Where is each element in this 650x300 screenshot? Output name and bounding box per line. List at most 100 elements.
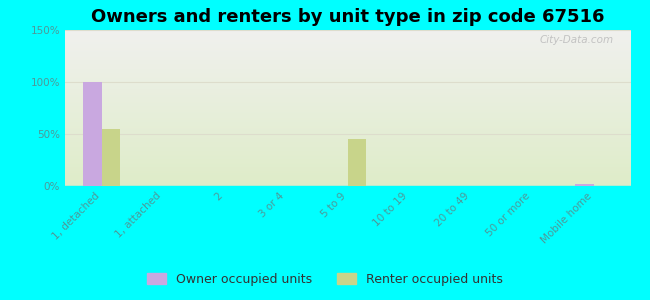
Bar — [65, 104, 630, 105]
Bar — [65, 36, 630, 37]
Bar — [65, 68, 630, 69]
Text: City-Data.com: City-Data.com — [540, 35, 614, 45]
Bar — [65, 122, 630, 123]
Bar — [65, 114, 630, 115]
Bar — [65, 138, 630, 139]
Bar — [65, 130, 630, 131]
Bar — [65, 45, 630, 46]
Bar — [65, 86, 630, 87]
Bar — [65, 105, 630, 106]
Bar — [65, 95, 630, 96]
Bar — [65, 115, 630, 116]
Bar — [65, 92, 630, 93]
Bar — [65, 133, 630, 134]
Bar — [65, 106, 630, 107]
Bar — [65, 75, 630, 76]
Bar — [65, 174, 630, 175]
Bar — [65, 100, 630, 101]
Bar — [65, 113, 630, 114]
Bar — [65, 81, 630, 82]
Bar — [65, 55, 630, 56]
Bar — [65, 131, 630, 132]
Bar — [65, 157, 630, 158]
Bar — [65, 71, 630, 72]
Bar — [65, 30, 630, 31]
Bar — [65, 67, 630, 68]
Bar — [65, 103, 630, 104]
Bar — [65, 74, 630, 75]
Bar — [65, 177, 630, 178]
Bar — [65, 56, 630, 57]
Bar — [65, 164, 630, 165]
Bar — [65, 147, 630, 148]
Bar — [65, 44, 630, 45]
Bar — [65, 57, 630, 58]
Bar — [65, 99, 630, 100]
Bar — [65, 141, 630, 142]
Bar — [65, 150, 630, 151]
Bar — [65, 101, 630, 102]
Bar — [65, 66, 630, 67]
Bar — [65, 40, 630, 41]
Bar — [65, 176, 630, 177]
Bar — [65, 50, 630, 51]
Bar — [65, 85, 630, 86]
Bar — [65, 33, 630, 34]
Bar — [65, 181, 630, 182]
Bar — [83, 82, 102, 186]
Bar — [65, 179, 630, 180]
Bar — [65, 129, 630, 130]
Bar — [65, 79, 630, 80]
Bar — [65, 111, 630, 112]
Bar — [65, 171, 630, 172]
Bar — [65, 107, 630, 108]
Bar — [65, 42, 630, 43]
Bar — [65, 38, 630, 39]
Bar — [65, 49, 630, 50]
Bar — [65, 151, 630, 152]
Bar — [65, 73, 630, 74]
Bar — [65, 162, 630, 163]
Bar — [65, 166, 630, 167]
Bar — [65, 183, 630, 184]
Bar — [65, 156, 630, 157]
Bar — [65, 51, 630, 52]
Bar — [65, 139, 630, 140]
Bar — [65, 89, 630, 90]
Bar — [65, 169, 630, 170]
Bar — [65, 121, 630, 122]
Legend: Owner occupied units, Renter occupied units: Owner occupied units, Renter occupied un… — [142, 268, 508, 291]
Bar — [65, 132, 630, 133]
Bar — [65, 170, 630, 171]
Bar — [348, 139, 366, 186]
Bar — [65, 117, 630, 118]
Bar — [65, 78, 630, 79]
Bar — [65, 160, 630, 161]
Bar — [65, 165, 630, 166]
Bar — [65, 80, 630, 81]
Bar — [65, 31, 630, 32]
Bar — [65, 145, 630, 146]
Bar — [65, 72, 630, 73]
Bar — [65, 37, 630, 38]
Bar — [65, 62, 630, 63]
Bar — [65, 85, 630, 86]
Bar — [65, 143, 630, 144]
Bar — [65, 178, 630, 179]
Bar — [65, 84, 630, 85]
Bar — [65, 53, 630, 54]
Bar — [65, 167, 630, 168]
Bar — [65, 63, 630, 64]
Bar — [575, 184, 593, 186]
Bar — [65, 112, 630, 113]
Bar — [65, 126, 630, 127]
Bar — [65, 70, 630, 71]
Bar — [65, 76, 630, 77]
Bar — [65, 118, 630, 119]
Bar — [65, 98, 630, 99]
Bar — [65, 35, 630, 36]
Bar — [102, 129, 120, 186]
Bar — [65, 39, 630, 40]
Bar — [65, 87, 630, 88]
Bar — [65, 136, 630, 137]
